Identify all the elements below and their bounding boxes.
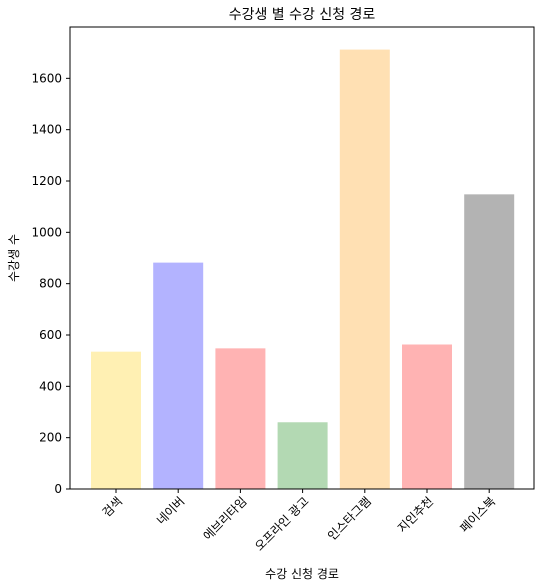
x-tick-label-3: 오프라인 광고	[252, 494, 311, 553]
y-axis: 0 200 400 600 800 1000 1200 1400 1600	[31, 71, 70, 496]
y-tick-label-1: 200	[39, 431, 62, 445]
y-axis-title: 수강생 수	[7, 234, 21, 282]
y-tick-label-4: 800	[39, 277, 62, 291]
y-tick-label-5: 1000	[31, 225, 62, 239]
y-tick-label-0: 0	[54, 482, 62, 496]
bar-2	[215, 348, 266, 489]
y-tick-label-8: 1600	[31, 71, 62, 85]
y-tick-label-2: 400	[39, 379, 62, 393]
x-tick-label-2: 에브리타임	[201, 494, 250, 543]
x-tick-label-4: 인스타그램	[325, 494, 374, 543]
x-tick-label-0: 검색	[100, 494, 126, 520]
plot-frame	[69, 26, 535, 490]
y-tick-label-7: 1400	[31, 123, 62, 137]
y-tick-label-6: 1200	[31, 174, 62, 188]
bar-0	[91, 351, 141, 489]
bar-6	[464, 194, 515, 489]
y-tick-label-3: 600	[39, 328, 62, 342]
bars-group	[91, 49, 515, 489]
bar-3	[277, 422, 328, 489]
x-tick-label-5: 지인추천	[394, 494, 436, 536]
x-tick-label-6: 페이스북	[457, 494, 498, 535]
bar-5	[402, 344, 452, 489]
x-axis: 검색 네이버 에브리타임 오프라인 광고 인스타그램 지인추천 페이스북	[100, 489, 498, 554]
bar-4	[339, 49, 390, 489]
bar-1	[153, 262, 204, 489]
chart-title: 수강생 별 수강 신청 경로	[229, 7, 376, 23]
x-tick-label-1: 네이버	[154, 494, 187, 527]
x-axis-title: 수강 신청 경로	[265, 567, 339, 581]
